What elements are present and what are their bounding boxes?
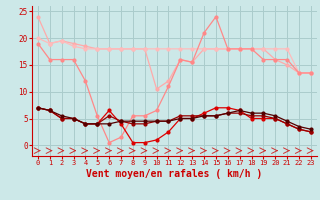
X-axis label: Vent moyen/en rafales ( km/h ): Vent moyen/en rafales ( km/h ) <box>86 169 262 179</box>
